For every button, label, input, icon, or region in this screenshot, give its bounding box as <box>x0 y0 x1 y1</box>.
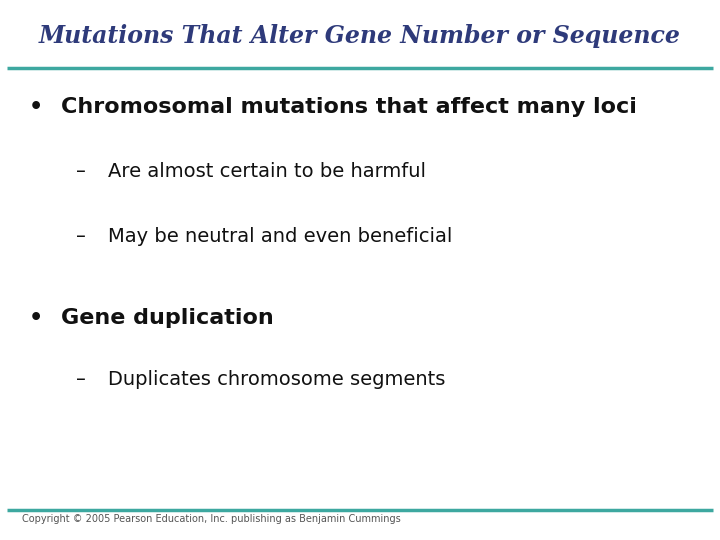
Text: May be neutral and even beneficial: May be neutral and even beneficial <box>108 227 452 246</box>
Text: Copyright © 2005 Pearson Education, Inc. publishing as Benjamin Cummings: Copyright © 2005 Pearson Education, Inc.… <box>22 514 400 524</box>
Text: Duplicates chromosome segments: Duplicates chromosome segments <box>108 370 446 389</box>
Text: •: • <box>29 97 43 117</box>
Text: –: – <box>76 370 86 389</box>
Text: Mutations That Alter Gene Number or Sequence: Mutations That Alter Gene Number or Sequ… <box>39 24 681 48</box>
Text: Chromosomal mutations that affect many loci: Chromosomal mutations that affect many l… <box>61 97 637 117</box>
Text: •: • <box>29 308 43 328</box>
Text: Gene duplication: Gene duplication <box>61 308 274 328</box>
Text: –: – <box>76 162 86 181</box>
Text: Are almost certain to be harmful: Are almost certain to be harmful <box>108 162 426 181</box>
Text: –: – <box>76 227 86 246</box>
